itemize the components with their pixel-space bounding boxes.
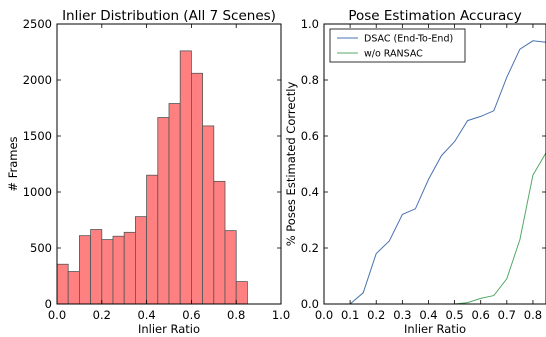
legend-label-wo-ransac: w/o RANSAC xyxy=(364,49,423,60)
series-line-dsac xyxy=(324,40,546,305)
acc-y-tick-label: 0.4 xyxy=(301,185,319,199)
hist-bar xyxy=(112,235,125,305)
hist-bar xyxy=(67,271,80,305)
hist-y-tick-label: 2500 xyxy=(23,17,52,31)
acc-x-tick-label: 0.6 xyxy=(472,308,490,322)
hist-y-label: # Frames xyxy=(6,136,20,191)
acc-y-tick-label: 0.6 xyxy=(301,129,319,143)
hist-x-ticks: 0.0 0.2 0.4 0.6 0.8 1.0 xyxy=(48,24,290,322)
acc-x-ticks: 0.0 0.1 0.2 0.3 0.4 0.5 0.6 0.7 0.8 xyxy=(315,24,542,322)
acc-y-label: % Poses Estimated Correctly xyxy=(284,82,298,247)
hist-bar xyxy=(90,229,103,305)
hist-y-tick-label: 1000 xyxy=(23,185,52,199)
hist-bar xyxy=(213,180,226,305)
hist-bar xyxy=(56,263,69,305)
acc-y-ticks: 0.0 0.2 0.4 0.6 0.8 1.0 xyxy=(301,17,546,311)
hist-bar xyxy=(168,103,181,305)
accuracy-chart: Pose Estimation Accuracy 0.0 0.1 0.2 0.3 0.4… xyxy=(284,8,546,336)
hist-bar xyxy=(235,281,248,305)
hist-y-tick-label: 500 xyxy=(30,241,52,255)
acc-x-tick-label: 0.1 xyxy=(341,308,359,322)
hist-bar xyxy=(190,72,203,305)
hist-title: Inlier Distribution (All 7 Scenes) xyxy=(62,8,276,24)
hist-y-tick-label: 2000 xyxy=(23,73,52,87)
hist-x-tick-label: 1.0 xyxy=(272,308,290,322)
acc-y-tick-label: 1.0 xyxy=(301,17,319,31)
acc-lines xyxy=(324,40,546,305)
acc-x-tick-label: 0.8 xyxy=(524,308,542,322)
acc-x-tick-label: 0.0 xyxy=(315,308,333,322)
hist-bars xyxy=(56,50,248,305)
hist-bar xyxy=(123,231,136,305)
legend-box xyxy=(329,28,466,63)
acc-y-tick-label: 0.0 xyxy=(301,297,319,311)
hist-bar xyxy=(202,125,215,305)
acc-y-tick-label: 0.2 xyxy=(301,241,319,255)
hist-y-tick-label: 0 xyxy=(45,297,52,311)
acc-x-tick-label: 0.7 xyxy=(498,308,516,322)
acc-title: Pose Estimation Accuracy xyxy=(348,8,521,24)
histogram-chart: Inlier Distribution (All 7 Scenes) 0.0 0.… xyxy=(6,8,290,336)
hist-bar xyxy=(101,239,114,305)
hist-axes-frame xyxy=(56,23,282,305)
acc-y-tick-label: 0.8 xyxy=(301,73,319,87)
hist-bar xyxy=(157,117,170,305)
hist-x-tick-label: 0.0 xyxy=(48,308,66,322)
hist-x-tick-label: 0.4 xyxy=(137,308,155,322)
hist-bar xyxy=(79,235,92,305)
acc-x-label: Inlier Ratio xyxy=(404,322,466,336)
hist-bar xyxy=(179,50,192,305)
acc-x-tick-label: 0.4 xyxy=(419,308,437,322)
hist-y-tick-label: 1500 xyxy=(23,129,52,143)
acc-x-tick-label: 0.2 xyxy=(367,308,385,322)
hist-bar xyxy=(146,174,159,305)
hist-x-tick-label: 0.2 xyxy=(93,308,111,322)
hist-bar xyxy=(134,216,147,305)
acc-axes-frame xyxy=(323,23,546,305)
legend-label-dsac: DSAC (End-To-End) xyxy=(364,34,453,45)
hist-y-ticks: 0 500 1000 1500 2000 2500 xyxy=(23,17,281,311)
hist-x-tick-label: 0.6 xyxy=(182,308,200,322)
hist-x-label: Inlier Ratio xyxy=(138,322,200,336)
acc-x-tick-label: 0.5 xyxy=(445,308,463,322)
hist-bar xyxy=(224,230,237,305)
series-line-wo-ransac xyxy=(324,152,546,305)
acc-legend: DSAC (End-To-End) w/o RANSAC xyxy=(329,28,466,63)
hist-x-tick-label: 0.8 xyxy=(227,308,245,322)
acc-x-tick-label: 0.3 xyxy=(393,308,411,322)
